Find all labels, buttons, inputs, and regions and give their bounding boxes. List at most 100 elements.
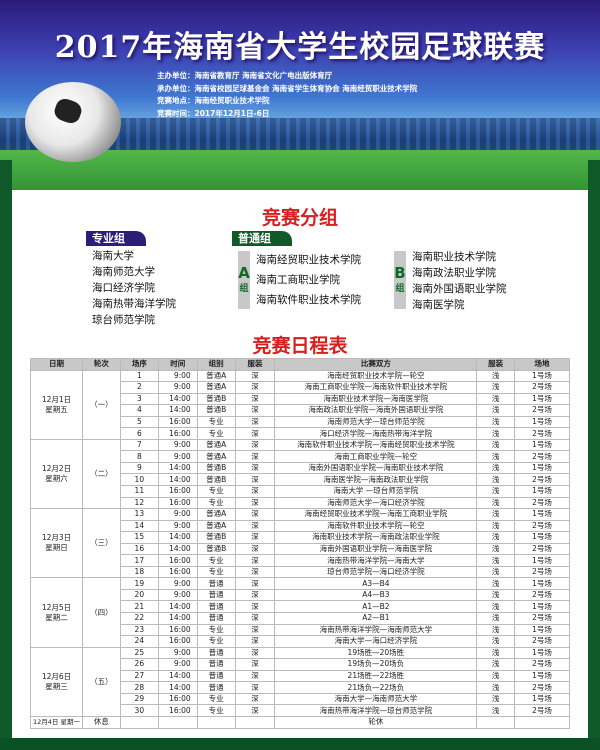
info-host: 主办单位：海南省教育厅 海南省文化广电出版体育厅 [157, 71, 333, 80]
date: 12月1日 [41, 394, 72, 404]
table-row: 29 16:00 专业深海南大学—海南师范大学浅 1号场 [31, 692, 570, 706]
match-number: 14 [119, 519, 159, 533]
footer-band [0, 738, 600, 750]
field: 2号场 [514, 519, 570, 533]
match-number: 20 [119, 588, 159, 602]
team: 海南医学院 [412, 299, 465, 311]
away-kit: 浅 [476, 519, 516, 533]
field: 1号场 [514, 646, 570, 660]
general-group-tag: 普通组 [232, 231, 292, 246]
column-header: 日期 [30, 358, 83, 371]
border-left [0, 160, 12, 750]
team: 海南经贸职业技术学院 [256, 254, 361, 266]
away-kit: 浅 [476, 658, 516, 671]
table-row: 17 16:00 专业深海南热带海洋学院—海南大学浅 1号场 [31, 554, 570, 567]
pro-group-tag: 专业组 [86, 231, 146, 246]
matchup: A2—B1 [274, 612, 478, 625]
weekday: 星期五 [45, 404, 68, 414]
group: 普通 [196, 612, 236, 625]
empty-cell [514, 715, 570, 729]
table-row: 12月2日 星期六 （二） 7 9:00 普通A 深海南软件职业技术学院—海南经贸职业技术学… [30, 438, 570, 510]
away-kit: 浅 [476, 496, 516, 510]
match-number: 3 [119, 392, 159, 406]
team: 海南政法职业学院 [412, 267, 496, 279]
column-header: 时间 [157, 358, 198, 371]
matchup: 海南大学—海口经济学院 [274, 635, 478, 648]
matchup: 海南热带海洋学院—琼台师范学院 [274, 704, 478, 717]
poster-title: 2017年海南省大学生校园足球联赛 [54, 30, 546, 65]
field: 2号场 [514, 565, 570, 579]
matchup: A1—B2 [274, 600, 478, 614]
match-time: 9:00 [157, 646, 198, 660]
empty-cell [234, 715, 276, 729]
home-kit: 深 [234, 531, 276, 544]
home-kit: 深 [234, 565, 276, 579]
match-number: 12 [119, 496, 159, 510]
team: 海南职业技术学院 [412, 251, 496, 263]
away-kit: 浅 [476, 461, 516, 475]
team: 海南软件职业技术学院 [256, 294, 361, 306]
table-row: 4 14:00 普通B 深海南政法职业学院—海南外国语职业学院浅 2号场 [31, 404, 570, 417]
table-row: 28 14:00 普通深 21场负—22场负浅 2号场 [31, 681, 570, 694]
match-number: 17 [119, 554, 159, 567]
column-header: 服装 [476, 358, 516, 371]
away-kit: 浅 [476, 381, 516, 394]
matchup: 海南热带海洋学院—海南大学 [274, 554, 478, 567]
matchup: 海南大学 —琼台师范学院 [274, 485, 478, 498]
weekday: 星期日 [45, 543, 68, 553]
weekday: 星期三 [45, 681, 68, 691]
field: 1号场 [514, 692, 570, 706]
table-row: 12月6日 星期三 （五） 25 9:00 普通深 19场胜—20场胜浅 1号场 [30, 646, 570, 717]
match-number: 6 [119, 427, 159, 440]
home-kit: 深 [234, 646, 276, 660]
field: 1号场 [514, 415, 570, 429]
football-icon [25, 82, 121, 162]
date-cell: 12月6日 星期三 [30, 646, 83, 717]
table-row: 18 16:00 专业深琼台师范学院—海口经济学院浅 2号场 [31, 565, 570, 579]
round-cell: （五） [81, 646, 121, 717]
group: 专业 [196, 554, 236, 567]
home-kit: 深 [234, 450, 276, 463]
date-cell: 12月5日 星期二 [30, 577, 83, 648]
matchup: 海南软件职业技术学院—海南经贸职业技术学院 [274, 438, 478, 452]
round-cell: （四） [81, 577, 121, 648]
group: 普通A [196, 369, 236, 383]
match-time: 16:00 [157, 635, 198, 648]
table-row: 16 14:00 普通B 深海南外国语职业学院—海南医学院浅 2号场 [31, 542, 570, 556]
match-time: 9:00 [157, 658, 198, 671]
away-kit: 浅 [476, 542, 516, 556]
field: 2号场 [514, 681, 570, 694]
away-kit: 浅 [476, 612, 516, 625]
match-number: 25 [119, 646, 159, 660]
match-number: 9 [119, 461, 159, 475]
home-kit: 深 [234, 415, 276, 429]
table-row: 12月5日 星期二 （四） 19 9:00 普通深 A3—B4 浅 1号场 [30, 577, 570, 648]
match-time: 9:00 [157, 381, 198, 394]
table-row: 23 16:00 专业深海南热带海洋学院—海南师范大学浅 1号场 [31, 623, 570, 637]
group: 普通A [196, 450, 236, 463]
field: 2号场 [514, 473, 570, 486]
field: 1号场 [514, 438, 570, 452]
column-header: 场地 [514, 358, 570, 371]
team: 海南大学 [92, 250, 134, 262]
table-row: 2 9:00 普通A 深海南工商职业学院—海南软件职业技术学院浅 2号场 [31, 381, 570, 394]
team: 海南外国语职业学院 [412, 283, 507, 295]
home-kit: 深 [234, 381, 276, 394]
matchup: 海南医学院—海南政法职业学院 [274, 473, 478, 486]
field: 2号场 [514, 612, 570, 625]
home-kit: 深 [234, 612, 276, 625]
field: 1号场 [514, 669, 570, 683]
rest-row: 12月4日 星期一 休息 轮休 [30, 715, 570, 729]
match-number: 8 [119, 450, 159, 463]
match-time: 16:00 [157, 692, 198, 706]
info-venue: 竞赛地点：海南经贸职业技术学院 [157, 96, 270, 105]
team: 琼台师范学院 [92, 314, 155, 326]
home-kit: 深 [234, 542, 276, 556]
away-kit: 浅 [476, 623, 516, 637]
round-cell: （一） [81, 369, 121, 440]
table-row: 8 9:00 普通A 深海南工商职业学院—轮空浅 2号场 [31, 450, 570, 463]
home-kit: 深 [234, 392, 276, 406]
away-kit: 浅 [476, 681, 516, 694]
group: 专业 [196, 485, 236, 498]
